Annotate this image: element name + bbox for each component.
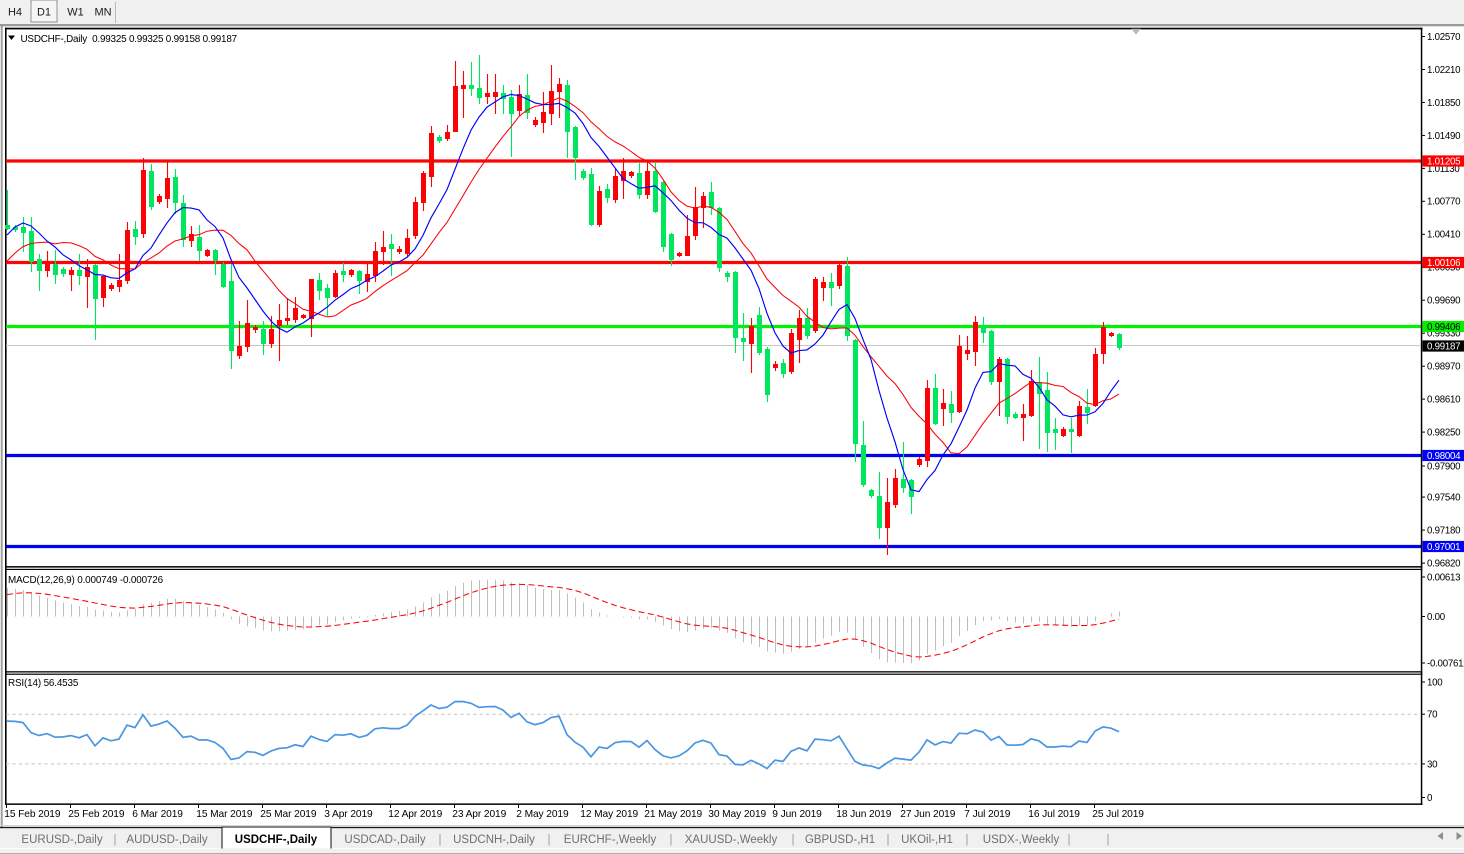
svg-text:MN: MN (94, 7, 111, 19)
svg-text:0.99330: 0.99330 (1427, 329, 1461, 340)
svg-text:2 May 2019: 2 May 2019 (516, 809, 569, 820)
svg-text:|: | (1068, 834, 1071, 846)
svg-text:|: | (548, 834, 551, 846)
svg-text:3 Apr 2019: 3 Apr 2019 (324, 809, 373, 820)
svg-text:H4: H4 (8, 7, 22, 19)
svg-text:0.00613: 0.00613 (1427, 572, 1460, 583)
svg-text:12 May 2019: 12 May 2019 (580, 809, 638, 820)
svg-text:0.98610: 0.98610 (1427, 395, 1461, 406)
svg-text:30 May 2019: 30 May 2019 (708, 809, 766, 820)
svg-text:0.97180: 0.97180 (1427, 526, 1461, 537)
svg-text:AUDUSD-,Daily: AUDUSD-,Daily (126, 834, 207, 846)
svg-text:16 Jul 2019: 16 Jul 2019 (1028, 809, 1080, 820)
svg-text:W1: W1 (67, 7, 84, 19)
svg-text:25 Feb 2019: 25 Feb 2019 (68, 809, 125, 820)
svg-text:70: 70 (1427, 710, 1438, 721)
svg-text:0.99406: 0.99406 (1427, 322, 1460, 333)
svg-text:12 Apr 2019: 12 Apr 2019 (388, 809, 442, 820)
svg-text:1.02570: 1.02570 (1427, 32, 1461, 43)
svg-text:|: | (114, 834, 117, 846)
svg-text:|: | (887, 834, 890, 846)
svg-text:1.01490: 1.01490 (1427, 131, 1461, 142)
svg-text:15 Mar 2019: 15 Mar 2019 (196, 809, 253, 820)
svg-text:25 Mar 2019: 25 Mar 2019 (260, 809, 317, 820)
svg-text:0.99187: 0.99187 (1427, 342, 1460, 353)
svg-text:21 May 2019: 21 May 2019 (644, 809, 702, 820)
svg-text:USDCAD-,Daily: USDCAD-,Daily (344, 834, 425, 846)
svg-text:27 Jun 2019: 27 Jun 2019 (900, 809, 955, 820)
svg-text:XAUUSD-,Weekly: XAUUSD-,Weekly (685, 834, 778, 846)
svg-text:|: | (792, 834, 795, 846)
svg-text:GBPUSD-,H1: GBPUSD-,H1 (805, 834, 875, 846)
svg-text:-0.007612: -0.007612 (1427, 658, 1464, 669)
svg-text:18 Jun 2019: 18 Jun 2019 (836, 809, 891, 820)
svg-text:1.00106: 1.00106 (1427, 258, 1460, 269)
svg-text:30: 30 (1427, 759, 1438, 770)
svg-text:0.00: 0.00 (1427, 612, 1446, 623)
svg-text:0.99690: 0.99690 (1427, 296, 1461, 307)
svg-text:RSI(14) 56.4535: RSI(14) 56.4535 (8, 678, 79, 689)
svg-text:25 Jul 2019: 25 Jul 2019 (1092, 809, 1144, 820)
svg-text:|: | (670, 834, 673, 846)
svg-text:1.01130: 1.01130 (1427, 164, 1460, 175)
svg-text:0.97900: 0.97900 (1427, 461, 1461, 472)
svg-text:|: | (966, 834, 969, 846)
svg-text:D1: D1 (37, 7, 51, 19)
svg-text:100: 100 (1427, 677, 1443, 688)
svg-text:0.97001: 0.97001 (1427, 542, 1460, 553)
svg-text:0: 0 (1427, 793, 1433, 804)
svg-text:1.01205: 1.01205 (1427, 157, 1460, 168)
svg-text:1.00770: 1.00770 (1427, 197, 1461, 208)
svg-text:0.96820: 0.96820 (1427, 559, 1461, 570)
svg-text:USDX-,Weekly: USDX-,Weekly (983, 834, 1060, 846)
svg-text:0.98970: 0.98970 (1427, 362, 1461, 373)
svg-text:USDCHF-,Daily 0.99325 0.99325: USDCHF-,Daily 0.99325 0.99325 0.99158 0.… (21, 34, 237, 45)
svg-text:15 Feb 2019: 15 Feb 2019 (4, 809, 61, 820)
svg-text:6 Mar 2019: 6 Mar 2019 (132, 809, 183, 820)
svg-text:EURCHF-,Weekly: EURCHF-,Weekly (564, 834, 657, 846)
svg-text:1.02210: 1.02210 (1427, 65, 1461, 76)
svg-text:0.98004: 0.98004 (1427, 451, 1461, 462)
svg-text:|: | (439, 834, 442, 846)
svg-text:1.01850: 1.01850 (1427, 98, 1461, 109)
svg-text:USDCHF-,Daily: USDCHF-,Daily (235, 834, 318, 846)
svg-text:0.97540: 0.97540 (1427, 493, 1461, 504)
svg-text:0.98250: 0.98250 (1427, 428, 1461, 439)
svg-text:1.00050: 1.00050 (1427, 263, 1461, 274)
svg-text:MACD(12,26,9) 0.000749 -0.0007: MACD(12,26,9) 0.000749 -0.000726 (8, 575, 164, 586)
svg-text:9 Jun 2019: 9 Jun 2019 (772, 809, 822, 820)
svg-text:USDCNH-,Daily: USDCNH-,Daily (453, 834, 535, 846)
svg-text:1.00410: 1.00410 (1427, 230, 1461, 241)
svg-text:EURUSD-,Daily: EURUSD-,Daily (21, 834, 102, 846)
svg-text:|: | (1107, 834, 1110, 846)
svg-text:UKOil-,H1: UKOil-,H1 (901, 834, 953, 846)
svg-text:23 Apr 2019: 23 Apr 2019 (452, 809, 506, 820)
svg-text:7 Jul 2019: 7 Jul 2019 (964, 809, 1010, 820)
